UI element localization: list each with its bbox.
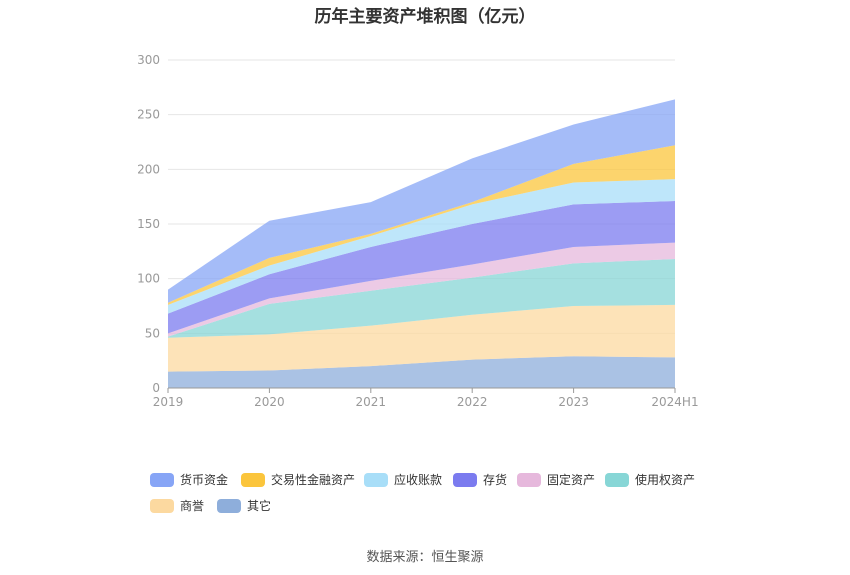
legend-item[interactable]: 应收账款 xyxy=(364,471,442,488)
x-tick-label: 2021 xyxy=(356,395,387,409)
area-固定资产 xyxy=(168,242,675,337)
legend-swatch xyxy=(453,472,477,487)
area-交易性金融资产 xyxy=(168,145,675,305)
legend-swatch xyxy=(150,498,174,513)
legend-label: 货币资金 xyxy=(180,473,229,487)
axes: 0 50 100 150 200 250 300 2019 2020 2021 2022 2023 20… xyxy=(137,53,699,409)
x-tick-label: 2020 xyxy=(254,395,285,409)
area-存货 xyxy=(168,201,675,334)
data-source: 数据来源：恒生聚源 xyxy=(366,550,484,565)
legend-swatch xyxy=(517,472,541,487)
y-tick-label: 50 xyxy=(145,326,160,340)
legend-item[interactable]: 交易性金融资产 xyxy=(241,471,355,488)
legend-swatch xyxy=(217,498,241,513)
legend-label: 存货 xyxy=(483,473,508,487)
legend-item[interactable]: 存货 xyxy=(453,471,507,488)
area-series xyxy=(168,99,675,388)
legend-item[interactable]: 货币资金 xyxy=(150,471,228,488)
legend-label: 其它 xyxy=(247,499,272,513)
x-tick-label: 2023 xyxy=(558,395,589,409)
x-tick-label: 2024H1 xyxy=(651,395,698,409)
legend-label: 固定资产 xyxy=(547,473,596,487)
y-tick-label: 150 xyxy=(137,217,160,231)
legend-label: 应收账款 xyxy=(394,473,443,487)
legend-label: 交易性金融资产 xyxy=(271,473,356,487)
legend-swatch xyxy=(150,472,174,487)
legend-swatch xyxy=(241,472,265,487)
area-商誉 xyxy=(168,304,675,372)
area-其它 xyxy=(168,356,675,388)
legend-item[interactable]: 使用权资产 xyxy=(605,471,695,488)
legend-swatch xyxy=(364,472,388,487)
area-货币资金 xyxy=(168,99,675,303)
y-tick-label: 100 xyxy=(137,272,160,286)
legend-label: 使用权资产 xyxy=(635,473,696,487)
y-tick-label: 250 xyxy=(137,108,160,122)
legend-label: 商誉 xyxy=(180,499,205,513)
area-应收账款 xyxy=(168,179,675,314)
x-tick-label: 2019 xyxy=(153,395,184,409)
y-tick-label: 300 xyxy=(137,53,160,67)
x-tick-label: 2022 xyxy=(457,395,488,409)
y-tick-label: 0 xyxy=(152,381,160,395)
legend-swatch xyxy=(605,472,629,487)
legend-item[interactable]: 固定资产 xyxy=(517,471,595,488)
y-tick-label: 200 xyxy=(137,162,160,176)
area-使用权资产 xyxy=(168,258,675,338)
chart-title: 历年主要资产堆积图（亿元） xyxy=(314,7,536,27)
legend-item[interactable]: 商誉 xyxy=(150,497,204,514)
legend-item[interactable]: 其它 xyxy=(217,497,271,514)
